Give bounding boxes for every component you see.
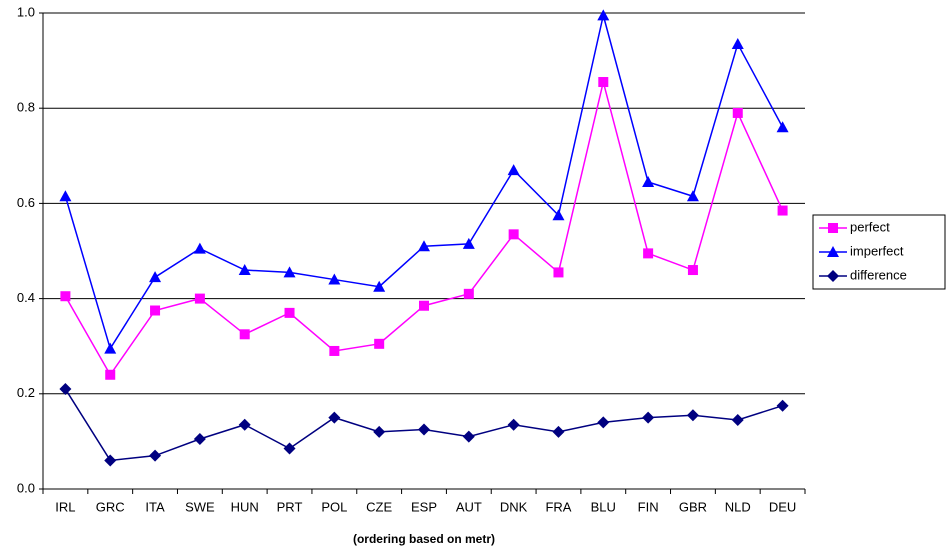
point <box>552 209 565 221</box>
point <box>104 342 117 354</box>
point <box>731 37 744 49</box>
x-tick-label: NLD <box>725 499 751 514</box>
x-axis-label: (ordering based on metr) <box>353 532 495 546</box>
point <box>193 433 206 446</box>
point <box>686 190 699 202</box>
point <box>149 271 162 283</box>
legend-label: difference <box>850 267 907 282</box>
x-tick-label: DNK <box>500 499 528 514</box>
legend-marker <box>828 223 838 233</box>
point <box>642 411 655 424</box>
point <box>553 267 564 278</box>
x-tick-label: CZE <box>366 499 392 514</box>
point <box>731 413 744 426</box>
x-tick-label: DEU <box>769 499 796 514</box>
x-tick-label: ESP <box>411 499 437 514</box>
point <box>238 418 251 431</box>
point <box>598 77 609 88</box>
point <box>328 273 341 285</box>
point <box>597 9 610 21</box>
point <box>59 383 72 396</box>
x-tick-label: POL <box>321 499 347 514</box>
point <box>283 266 296 278</box>
point <box>149 449 162 462</box>
point <box>418 423 430 436</box>
point <box>373 280 386 292</box>
point <box>60 291 71 302</box>
point <box>328 411 341 424</box>
point <box>239 329 250 340</box>
x-tick-label: FRA <box>545 499 571 514</box>
point <box>373 425 386 438</box>
point <box>776 399 789 412</box>
legend-marker <box>827 246 839 257</box>
point <box>238 264 251 276</box>
point <box>59 190 72 202</box>
point <box>284 307 295 318</box>
y-tick-label: 1.0 <box>17 4 35 19</box>
y-tick-label: 0.8 <box>17 100 35 115</box>
point <box>418 240 430 252</box>
point <box>686 409 699 422</box>
point <box>194 293 205 304</box>
x-tick-label: IRL <box>55 499 75 514</box>
x-tick-label: AUT <box>456 499 482 514</box>
legend-label: imperfect <box>850 243 904 258</box>
y-tick-label: 0.6 <box>17 195 35 210</box>
legend-marker <box>827 270 839 282</box>
point <box>463 288 474 299</box>
point <box>507 418 520 431</box>
point <box>374 338 385 349</box>
point <box>104 454 117 467</box>
legend-label: perfect <box>850 219 890 234</box>
y-tick-label: 0.0 <box>17 480 35 495</box>
point <box>552 425 565 438</box>
point <box>507 164 520 176</box>
point <box>776 121 789 133</box>
x-tick-label: ITA <box>145 499 165 514</box>
point <box>777 205 788 216</box>
point <box>329 345 340 356</box>
x-tick-label: PRT <box>277 499 303 514</box>
x-tick-label: BLU <box>591 499 616 514</box>
point <box>732 107 743 118</box>
x-tick-label: HUN <box>231 499 259 514</box>
point <box>150 305 161 316</box>
x-tick-label: GBR <box>679 499 707 514</box>
point <box>419 300 429 311</box>
y-tick-label: 0.4 <box>17 290 35 305</box>
point <box>597 416 610 429</box>
point <box>283 442 296 455</box>
point <box>508 229 519 240</box>
point <box>193 242 206 254</box>
point <box>643 248 654 259</box>
y-tick-label: 0.2 <box>17 385 35 400</box>
x-tick-label: GRC <box>96 499 125 514</box>
point <box>462 237 475 249</box>
x-tick-label: FIN <box>638 499 659 514</box>
x-tick-label: SWE <box>185 499 215 514</box>
point <box>642 175 655 187</box>
point <box>462 430 475 443</box>
series-line <box>64 81 784 377</box>
point <box>687 265 698 276</box>
point <box>105 369 116 380</box>
